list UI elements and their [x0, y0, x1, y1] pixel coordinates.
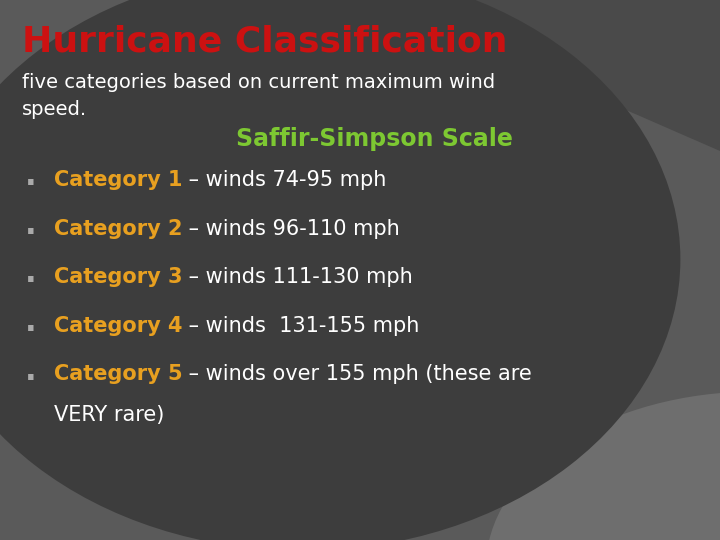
Text: ·: · [25, 316, 37, 345]
Text: speed.: speed. [22, 100, 86, 119]
Text: VERY rare): VERY rare) [54, 405, 164, 425]
Text: – winds 74-95 mph: – winds 74-95 mph [182, 170, 387, 190]
Ellipse shape [0, 0, 680, 540]
Text: five categories based on current maximum wind: five categories based on current maximum… [22, 73, 495, 92]
Text: ·: · [25, 219, 37, 248]
Ellipse shape [486, 392, 720, 540]
Polygon shape [374, 0, 720, 151]
Text: Saffir-Simpson Scale: Saffir-Simpson Scale [236, 127, 513, 151]
Text: Category 2: Category 2 [54, 219, 182, 239]
Text: Category 4: Category 4 [54, 316, 182, 336]
Text: ·: · [25, 267, 37, 296]
Text: ·: · [25, 170, 37, 199]
Text: – winds 111-130 mph: – winds 111-130 mph [182, 267, 413, 287]
Text: Category 5: Category 5 [54, 364, 183, 384]
Text: ·: · [25, 364, 37, 394]
Text: Hurricane Classification: Hurricane Classification [22, 24, 507, 58]
Text: – winds  131-155 mph: – winds 131-155 mph [182, 316, 420, 336]
Text: Category 1: Category 1 [54, 170, 182, 190]
Text: – winds over 155 mph (these are: – winds over 155 mph (these are [182, 364, 532, 384]
Text: Category 3: Category 3 [54, 267, 182, 287]
Text: – winds 96-110 mph: – winds 96-110 mph [182, 219, 400, 239]
